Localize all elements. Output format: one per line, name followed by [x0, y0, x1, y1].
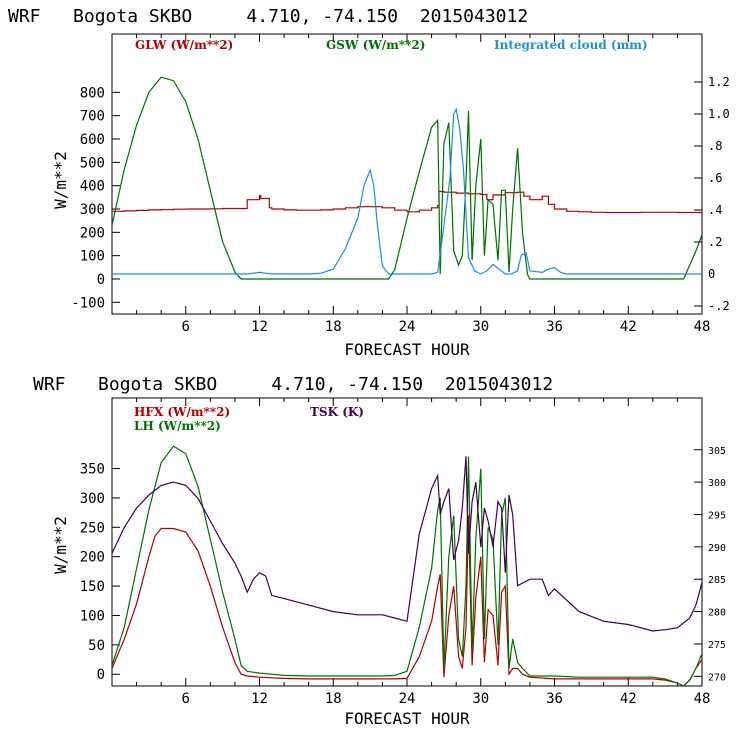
bottom-series-line-0 — [112, 515, 702, 686]
bottom-y2-tick-label: 295 — [708, 510, 726, 521]
bottom-y-tick-label: 150 — [80, 579, 105, 595]
top-x-tick-label: 42 — [620, 319, 637, 335]
bottom-x-tick-label: 48 — [694, 691, 711, 707]
top-y-tick-label: 100 — [80, 249, 105, 265]
top-y2-tick-label: .2 — [708, 235, 722, 249]
top-x-tick-label: 30 — [472, 319, 489, 335]
bottom-y2-tick-label: 275 — [708, 640, 726, 651]
bottom-y2-tick-label: 280 — [708, 608, 726, 619]
top-series-line-1 — [112, 76, 702, 280]
top-y2-tick-label: 1.0 — [708, 107, 730, 121]
bottom-y-tick-label: 300 — [80, 491, 105, 507]
bottom-x-tick-label: 12 — [251, 691, 268, 707]
top-plot-frame — [111, 33, 703, 315]
bottom-y-tick-label: 350 — [80, 462, 105, 478]
top-series-line-0 — [112, 190, 702, 214]
bottom-x-tick-label: 18 — [325, 691, 342, 707]
bottom-x-tick-label: 36 — [546, 691, 563, 707]
top-y-tick-label: 400 — [80, 179, 105, 195]
top-y-tick-label: 700 — [80, 109, 105, 125]
bottom-x-tick-label: 30 — [472, 691, 489, 707]
top-legend-cloud: Integrated cloud (mm) — [494, 38, 648, 52]
bottom-x-tick-label: 24 — [399, 691, 416, 707]
top-y2-tick-label: .4 — [708, 203, 722, 217]
top-y-tick-label: 800 — [80, 85, 105, 101]
bottom-y2-tick-label: 305 — [708, 446, 726, 457]
top-y2-tick-label: .8 — [708, 139, 722, 153]
bottom-x-axis-label: FORECAST HOUR — [344, 709, 470, 728]
bottom-series-line-1 — [112, 445, 702, 686]
top-x-tick-label: 6 — [182, 319, 190, 335]
bottom-y-tick-label: 50 — [88, 638, 105, 654]
bottom-legend-hfx: HFX (W/m**2) — [134, 405, 230, 419]
bottom-y-tick-label: 100 — [80, 608, 105, 624]
bottom-x-tick-label: 42 — [620, 691, 637, 707]
top-y-tick-label: -100 — [71, 295, 105, 311]
bottom-series-line-2 — [112, 456, 702, 632]
top-series-line-2 — [112, 107, 702, 275]
top-x-tick-label: 12 — [251, 319, 268, 335]
bottom-chart-title: WRF Bogota SKBO 4.710, -74.150 201504301… — [33, 374, 553, 395]
top-chart-title: WRF Bogota SKBO 4.710, -74.150 201504301… — [8, 6, 528, 27]
top-legend-glw: GLW (W/m**2) — [135, 38, 233, 52]
top-y2-tick-label: 0 — [708, 267, 715, 281]
bottom-legend-lh: LH (W/m**2) — [134, 419, 221, 433]
bottom-y-tick-label: 200 — [80, 550, 105, 566]
bottom-y2-tick-label: 285 — [708, 575, 726, 586]
top-y-tick-label: 200 — [80, 225, 105, 241]
chart-bottom: WRF Bogota SKBO 4.710, -74.150 201504301… — [33, 374, 726, 728]
top-y-tick-label: 0 — [97, 272, 105, 288]
bottom-legend-tsk: TSK (K) — [310, 405, 364, 419]
top-y-tick-label: 300 — [80, 202, 105, 218]
top-y-axis-label: W/m**2 — [51, 151, 70, 209]
bottom-y2-tick-label: 270 — [708, 672, 726, 683]
top-y-tick-label: 500 — [80, 155, 105, 171]
top-x-tick-label: 18 — [325, 319, 342, 335]
chart-top: WRF Bogota SKBO 4.710, -74.150 201504301… — [8, 6, 730, 359]
bottom-y2-tick-label: 300 — [708, 478, 726, 489]
top-y-tick-label: 600 — [80, 132, 105, 148]
top-y2-tick-label: -.2 — [708, 299, 730, 313]
top-x-tick-label: 36 — [546, 319, 563, 335]
bottom-x-tick-label: 6 — [182, 691, 190, 707]
top-x-tick-label: 24 — [399, 319, 416, 335]
bottom-y-axis-label: W/m**2 — [51, 516, 70, 574]
bottom-y-tick-label: 250 — [80, 520, 105, 536]
bottom-y-tick-label: 0 — [97, 667, 105, 683]
bottom-plot-frame — [111, 397, 703, 687]
top-x-tick-label: 48 — [694, 319, 711, 335]
top-y2-tick-label: 1.2 — [708, 75, 730, 89]
top-x-axis-label: FORECAST HOUR — [344, 340, 470, 359]
bottom-y2-tick-label: 290 — [708, 543, 726, 554]
top-legend-gsw: GSW (W/m**2) — [326, 38, 425, 52]
top-y2-tick-label: .6 — [708, 171, 722, 185]
